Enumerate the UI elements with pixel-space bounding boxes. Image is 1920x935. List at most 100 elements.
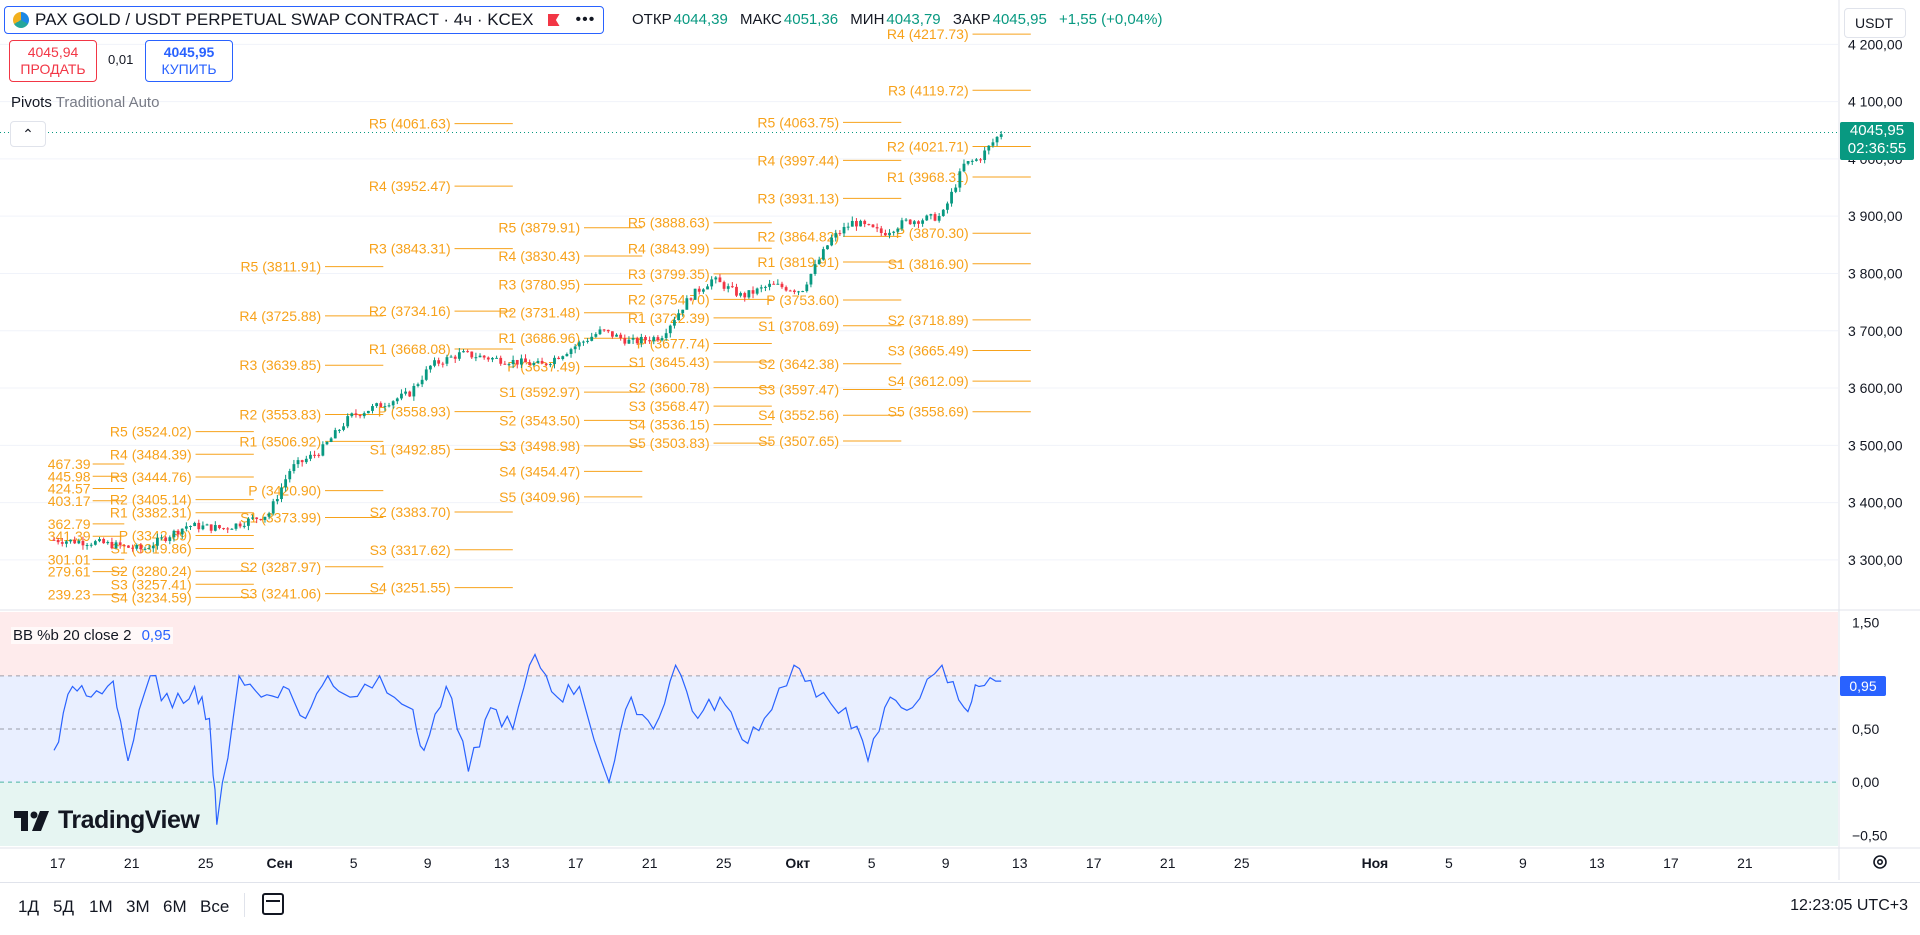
candle-body	[362, 413, 366, 417]
pivot-label: S4 (3536.15)	[629, 417, 710, 433]
collapse-legend-button[interactable]: ⌃	[10, 121, 46, 147]
pivot-label: R5 (3524.02)	[110, 424, 192, 440]
range-5d-button[interactable]: 5Д	[53, 897, 74, 916]
candle-body	[453, 356, 457, 359]
candle-body	[404, 391, 407, 394]
candle-body	[371, 406, 374, 411]
pivot-label: R3 (3799.35)	[628, 266, 710, 282]
time-tick-label: 17	[568, 855, 584, 871]
candle-body	[896, 228, 900, 232]
calendar-icon[interactable]	[262, 893, 284, 915]
candle-body	[710, 279, 714, 287]
candle-body	[606, 329, 610, 332]
candle-body	[495, 357, 498, 359]
candle-body	[892, 231, 896, 233]
pivot-label: S3 (3568.47)	[629, 398, 710, 414]
candle-body	[366, 410, 370, 414]
candle-body	[147, 548, 151, 550]
candle-body	[809, 273, 813, 285]
time-tick-label: 13	[494, 855, 510, 871]
candle-body	[631, 338, 635, 340]
flag-icon[interactable]	[547, 14, 560, 26]
candle-body	[974, 159, 978, 161]
candle-body	[98, 538, 101, 542]
candle-body	[189, 526, 192, 528]
candle-body	[838, 233, 842, 235]
candle-body	[743, 293, 747, 298]
pivot-label: S3 (3665.49)	[888, 343, 969, 359]
pivot-label: S1 (3319.86)	[111, 541, 192, 557]
candle-body	[486, 357, 490, 360]
ohlc-open-label: ОТКР	[632, 11, 672, 28]
pivot-label: S5 (3507.65)	[758, 433, 839, 449]
pivot-label: R3 (3931.13)	[757, 190, 839, 206]
candle-body	[544, 363, 548, 365]
price-tick-label: 3 900,00	[1848, 208, 1903, 224]
sell-button[interactable]: 4045,94 ПРОДАТЬ	[9, 40, 97, 82]
candle-body	[813, 264, 817, 274]
candle-body	[122, 545, 126, 547]
candle-body	[491, 357, 494, 360]
candle-body	[412, 385, 416, 397]
candle-body	[689, 298, 693, 300]
pivots-name: Pivots	[11, 94, 52, 111]
candle-body	[329, 438, 333, 442]
candle-body	[846, 226, 850, 228]
candle-body	[987, 145, 991, 151]
pivot-label: S5 (3409.96)	[499, 489, 580, 505]
candle-body	[863, 220, 867, 225]
buy-button[interactable]: 4045,95 КУПИТЬ	[145, 40, 233, 82]
candle-body	[209, 524, 213, 531]
pivot-label: R2 (3731.48)	[498, 305, 580, 321]
time-tick-label: 5	[1445, 855, 1453, 871]
range-all-button[interactable]: Все	[200, 897, 230, 916]
pivot-label: R2 (3864.82)	[757, 228, 839, 244]
pivot-label: P (3870.30)	[896, 225, 969, 241]
currency-label: USDT	[1855, 15, 1894, 31]
bar-countdown: 02:36:55	[1847, 140, 1907, 157]
candle-body	[582, 341, 585, 343]
bb-tick-label: 0,00	[1852, 774, 1879, 790]
price-tick-label: 3 400,00	[1848, 495, 1903, 511]
candle-body	[768, 283, 771, 287]
bb-indicator-legend[interactable]: BB %b 20 close 2 0,95	[11, 627, 173, 644]
candle-body	[553, 357, 556, 365]
candle-body	[408, 391, 412, 397]
tradingview-logo[interactable]: TradingView	[14, 806, 200, 835]
candle-body	[176, 530, 180, 535]
candle-body	[267, 513, 271, 517]
pivot-label: S3 (3597.47)	[758, 381, 839, 397]
price-tick-label: 3 300,00	[1848, 552, 1903, 568]
range-1m-button[interactable]: 1М	[89, 897, 113, 916]
candle-body	[234, 523, 238, 529]
pivot-label: R1 (3968.31)	[887, 169, 969, 185]
range-6m-button[interactable]: 6М	[163, 897, 187, 916]
settings-gear-icon[interactable]	[1870, 852, 1890, 872]
pivot-label: S4 (3234.59)	[111, 589, 192, 605]
range-1d-button[interactable]: 1Д	[18, 897, 39, 916]
candle-body	[883, 232, 887, 236]
more-dots-icon[interactable]: •••	[575, 11, 596, 28]
pivot-label: S5 (3503.83)	[629, 435, 710, 451]
candle-body	[300, 460, 304, 463]
candle-body	[867, 224, 871, 226]
price-tick-label: 3 600,00	[1848, 380, 1903, 396]
pivot-label: S2 (3600.78)	[629, 380, 710, 396]
symbol-title-bar[interactable]: PAX GOLD / USDT PERPETUAL SWAP CONTRACT …	[4, 6, 605, 34]
candle-body	[639, 336, 643, 344]
candle-body	[979, 159, 982, 161]
candle-body	[350, 413, 354, 417]
range-3m-button[interactable]: 3М	[126, 897, 150, 916]
currency-selector[interactable]: USDT	[1844, 8, 1906, 38]
pivot-label: S3 (3257.41)	[111, 576, 192, 592]
candle-body	[830, 237, 834, 246]
utc-clock[interactable]: 12:23:05 UTC+3	[1790, 897, 1908, 914]
candle-body	[280, 487, 283, 500]
pivot-label: R4 (3997.44)	[757, 152, 839, 168]
bb-name: BB %b	[13, 627, 59, 644]
chart-canvas[interactable]: 4 200,004 100,004 000,003 900,003 800,00…	[0, 0, 1920, 880]
candle-body	[184, 526, 188, 529]
pivots-indicator-legend[interactable]: Pivots Traditional Auto	[11, 94, 159, 111]
candle-body	[230, 528, 234, 530]
candle-body	[449, 356, 453, 358]
